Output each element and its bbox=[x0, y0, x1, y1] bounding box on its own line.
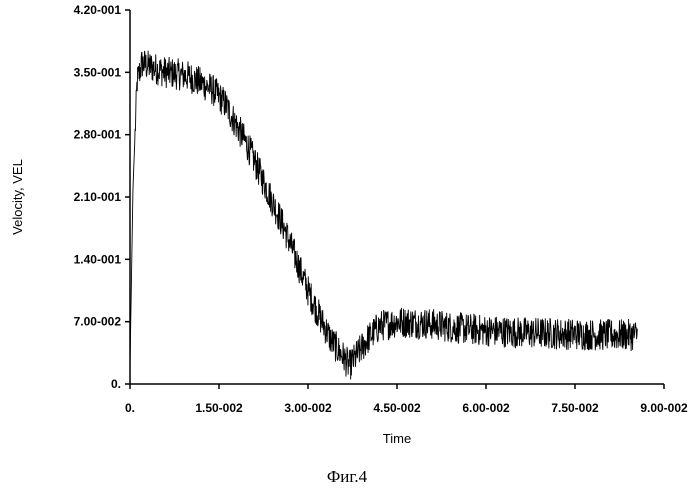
velocity-series-line bbox=[130, 51, 637, 380]
y-tick-label: 7.00-002 bbox=[74, 315, 122, 329]
x-axis-label: Time bbox=[383, 431, 411, 446]
y-tick-label: 4.20-001 bbox=[74, 3, 122, 17]
y-tick-label: 3.50-001 bbox=[74, 65, 122, 79]
y-tick-label: 0. bbox=[111, 377, 121, 391]
plot-area bbox=[130, 51, 637, 380]
x-tick-label: 0. bbox=[125, 401, 135, 415]
x-ticks: 0. 1.50-002 3.00-002 4.50-002 6.00-002 7.50-0… bbox=[125, 384, 688, 415]
x-tick-label: 7.50-002 bbox=[551, 401, 599, 415]
x-tick-label: 4.50-002 bbox=[373, 401, 421, 415]
y-tick-label: 2.10-001 bbox=[74, 190, 122, 204]
y-tick-label: 2.80-001 bbox=[74, 128, 122, 142]
figure-caption: Фиг.4 bbox=[327, 467, 368, 486]
y-ticks: 0. 7.00-002 1.40-001 2.10-001 2.80-001 3.50-0… bbox=[74, 3, 130, 391]
x-tick-label: 9.00-002 bbox=[640, 401, 688, 415]
y-axis-label: Velocity, VEL bbox=[10, 159, 25, 235]
y-tick-label: 1.40-001 bbox=[74, 252, 122, 266]
x-tick-label: 6.00-002 bbox=[462, 401, 510, 415]
x-tick-label: 1.50-002 bbox=[195, 401, 243, 415]
x-tick-label: 3.00-002 bbox=[284, 401, 332, 415]
